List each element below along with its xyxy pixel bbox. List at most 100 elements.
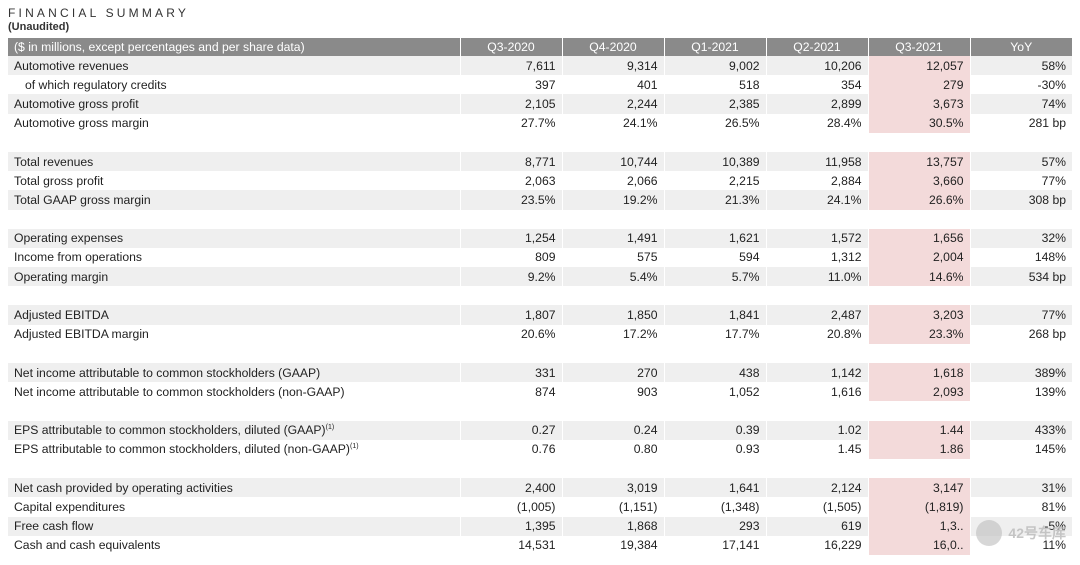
row-label-text: Capital expenditures — [14, 499, 126, 514]
highlight-cell: 2,004 — [868, 247, 971, 268]
row-label: EPS attributable to common stockholders,… — [8, 420, 461, 440]
value-cell: 23.5% — [460, 190, 563, 210]
value-cell: 903 — [562, 382, 665, 402]
yoy-cell: -30% — [1037, 77, 1066, 92]
row-label-text: Total gross profit — [14, 173, 104, 188]
row-label-text: EPS attributable to common stockholders,… — [14, 423, 326, 438]
value-cell: 1,841 — [664, 305, 767, 325]
value-cell: 5.4% — [562, 267, 665, 287]
yoy-cell: 389% — [970, 363, 1072, 383]
yoy-cell: 308 bp — [970, 190, 1072, 210]
row-label-text: Automotive revenues — [14, 58, 129, 73]
row-label: Operating margin — [8, 267, 461, 287]
value-cell: 2,063 — [460, 171, 563, 191]
table-row: Capital expenditures (1,005) (1,151) (1,348… — [8, 497, 1072, 517]
yoy-cell: 148% — [1034, 250, 1066, 265]
yoy-cell: 11% — [1042, 538, 1067, 553]
column-header: Q2-2021 — [766, 38, 869, 56]
value-cell: 24.1% — [562, 113, 665, 133]
yoy-cell: 281 bp — [1028, 116, 1066, 131]
value-cell: 10,206 — [766, 56, 869, 76]
value-cell: 1,641 — [664, 478, 767, 498]
column-header: Q4-2020 — [562, 38, 665, 56]
row-label: Total revenues — [8, 151, 461, 172]
value-cell: 9,002 — [664, 56, 767, 76]
table-row: Free cash flow 1,395 1,868 293 619 1,3.. -5% — [8, 516, 1072, 536]
table-row: EPS attributable to common stockholders,… — [8, 420, 1072, 440]
table-row: Adjusted EBITDA margin 20.6% 17.2% 17.7% 20.… — [8, 324, 1072, 344]
value-cell: 11.0% — [766, 267, 869, 287]
table-row: Operating expenses 1,254 1,491 1,621 1,572 1,… — [8, 228, 1072, 248]
value-cell: 20.6% — [460, 324, 563, 344]
value-cell: 24.1% — [766, 190, 869, 210]
table-row: Operating margin 9.2% 5.4% 5.7% 11.0% 14.6% 53… — [8, 267, 1072, 287]
row-label: Income from operations — [8, 247, 461, 268]
table-row: Net cash provided by operating activitie… — [8, 478, 1072, 498]
watermark: 42号车库 — [976, 520, 1066, 546]
value-cell: 1,572 — [766, 228, 869, 248]
spacer-row — [8, 286, 1072, 306]
highlight-cell: 1,618 — [868, 363, 971, 383]
spacer-row — [8, 458, 1072, 479]
value-cell: (1,348) — [664, 497, 767, 517]
value-cell: 5.7% — [664, 267, 767, 287]
value-cell: 2,400 — [460, 478, 563, 498]
row-label-text: Free cash flow — [14, 519, 94, 534]
value-cell: 2,487 — [766, 305, 869, 325]
value-cell: 1,491 — [562, 228, 665, 248]
highlight-cell: 23.3% — [868, 324, 971, 344]
table-row: Total GAAP gross margin 23.5% 19.2% 21.3% 24… — [8, 190, 1072, 210]
value-cell: 1,395 — [460, 516, 563, 536]
value-cell: 1,621 — [664, 228, 767, 248]
yoy-cell: 145% — [1034, 442, 1066, 457]
row-label-text: Adjusted EBITDA — [14, 308, 109, 323]
value-cell: 26.5% — [664, 113, 767, 133]
value-cell: (1,005) — [460, 497, 563, 517]
row-label-text: Operating expenses — [14, 231, 124, 246]
highlight-cell: 1,3.. — [868, 516, 971, 536]
value-cell: 2,124 — [766, 478, 869, 498]
spacer-row — [8, 343, 1072, 363]
row-label: Total GAAP gross margin — [8, 190, 461, 210]
row-label: Automotive revenues — [8, 56, 461, 76]
footnote-marker: (1) — [350, 443, 359, 451]
value-cell: 354 — [766, 75, 869, 95]
value-cell: 1,850 — [562, 305, 665, 325]
row-label: Adjusted EBITDA margin — [8, 324, 461, 344]
value-cell: 0.24 — [562, 420, 665, 440]
highlight-cell: 1.44 — [868, 420, 971, 440]
highlight-cell: 13,757 — [868, 151, 971, 172]
value-cell: 2,385 — [664, 94, 767, 114]
value-cell: 397 — [460, 75, 563, 95]
yoy-cell: 268 bp — [1028, 327, 1066, 342]
table-row: Automotive revenues 7,611 9,314 9,002 10,206… — [8, 56, 1072, 76]
row-label: Net income attributable to common stockh… — [8, 382, 461, 402]
row-label-text: of which regulatory credits — [25, 77, 167, 92]
row-label-text: Adjusted EBITDA margin — [14, 327, 149, 342]
highlight-cell: 30.5% — [868, 113, 971, 133]
row-label: Net income attributable to common stockh… — [8, 363, 461, 383]
column-header: Q3-2021 — [868, 38, 971, 56]
row-label: Automotive gross profit — [8, 94, 461, 114]
value-cell: 1,312 — [766, 247, 869, 268]
table-row: Total gross profit 2,063 2,066 2,215 2,884 3,… — [8, 171, 1072, 191]
value-cell: 1.02 — [766, 420, 869, 440]
value-cell: 17,141 — [664, 535, 767, 555]
highlight-cell: 3,147 — [868, 478, 971, 498]
value-cell: 0.93 — [664, 439, 767, 459]
highlight-cell: 16,0.. — [868, 535, 971, 555]
row-label-text: Net cash provided by operating activitie… — [14, 480, 233, 495]
value-cell: 9,314 — [562, 56, 665, 76]
spacer-row — [8, 401, 1072, 421]
value-cell: 14,531 — [460, 535, 563, 555]
highlight-cell: 14.6% — [868, 267, 971, 287]
table-row: Automotive gross margin 27.7% 24.1% 26.5% 28… — [8, 113, 1072, 133]
row-label-text: Operating margin — [14, 269, 109, 284]
value-cell: 2,884 — [766, 171, 869, 191]
row-label-text: Total GAAP gross margin — [14, 192, 151, 207]
row-label: Free cash flow — [8, 516, 461, 536]
value-cell: 1,868 — [562, 516, 665, 536]
value-cell: 594 — [664, 247, 767, 268]
column-header: YoY — [970, 38, 1072, 56]
